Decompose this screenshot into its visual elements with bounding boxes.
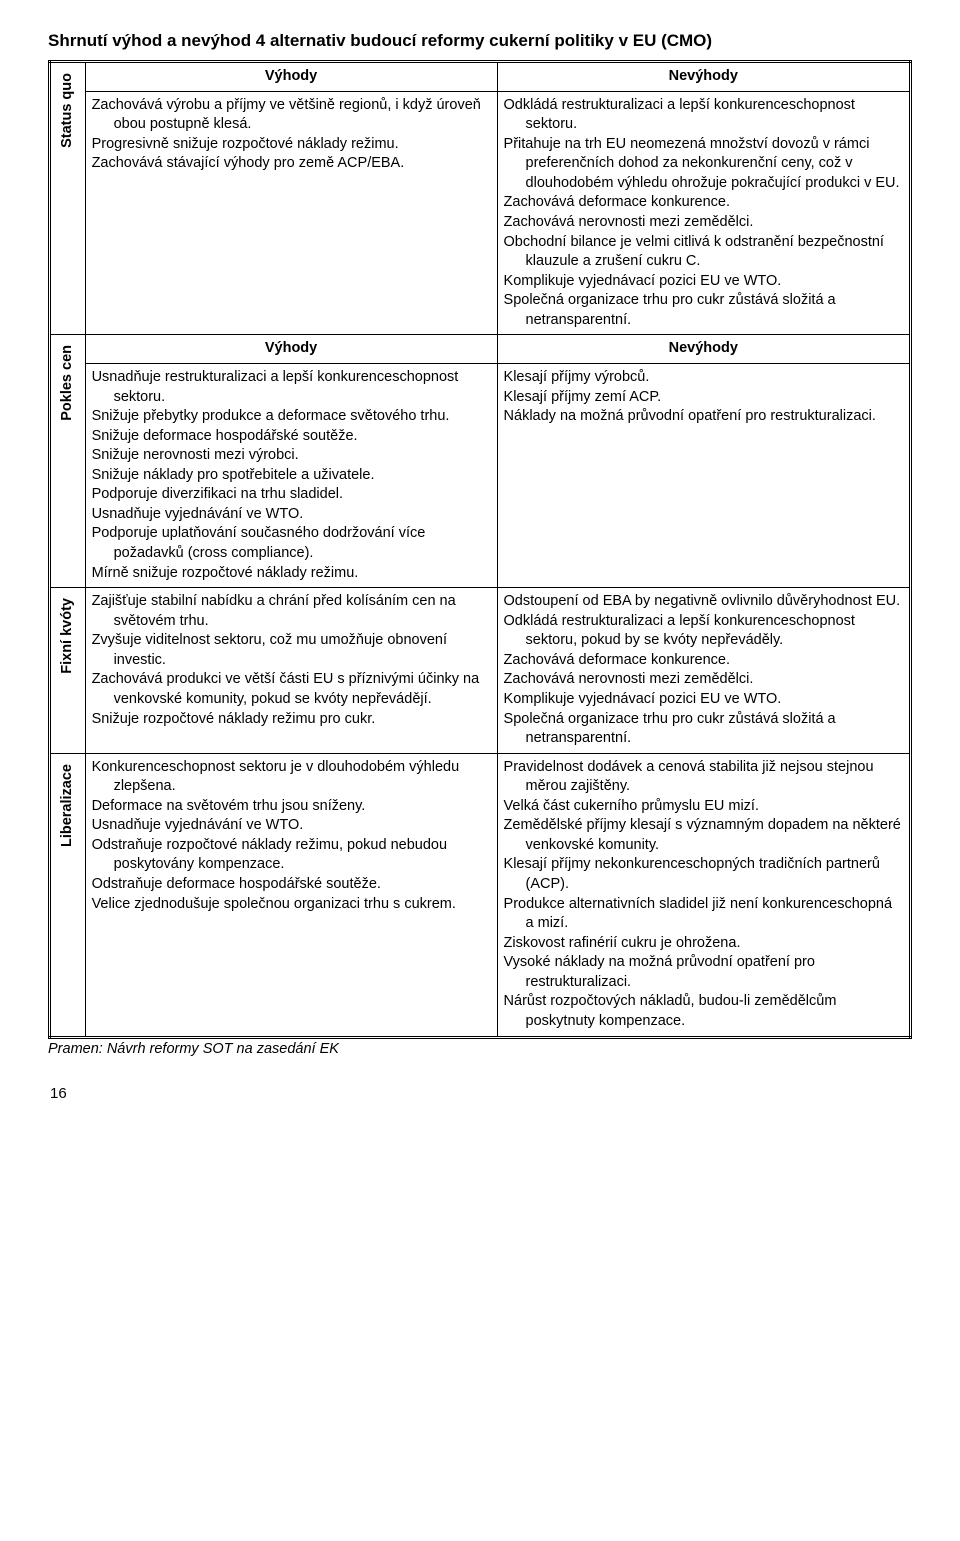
source-line: Pramen: Návrh reformy SOT na zasedání EK — [48, 1041, 912, 1057]
column-header-disadvantages: Nevýhody — [497, 62, 910, 92]
list-item: Obchodní bilance je velmi citlivá k odst… — [504, 233, 903, 272]
advantages-cell: Konkurenceschopnost sektoru je v dlouhod… — [85, 753, 497, 1037]
list-item: Ziskovost rafinérií cukru je ohrožena. — [504, 934, 903, 954]
list-item: Usnadňuje vyjednávání ve WTO. — [92, 816, 491, 836]
row-label: Pokles cen — [57, 339, 79, 427]
column-header-disadvantages: Nevýhody — [497, 335, 910, 364]
page-title: Shrnutí výhod a nevýhod 4 alternativ bud… — [48, 30, 912, 52]
list-item: Podporuje uplatňování současného dodržov… — [92, 524, 491, 563]
list-item: Odkládá restrukturalizaci a lepší konkur… — [504, 612, 903, 651]
list-item: Pravidelnost dodávek a cenová stabilita … — [504, 758, 903, 797]
disadvantages-cell: Klesají příjmy výrobců.Klesají příjmy ze… — [497, 363, 910, 587]
list-item: Náklady na možná průvodní opatření pro r… — [504, 407, 903, 427]
list-item: Zachovává stávající výhody pro země ACP/… — [92, 154, 491, 174]
list-item: Klesají příjmy zemí ACP. — [504, 388, 903, 408]
advantages-cell: Zajišťuje stabilní nabídku a chrání před… — [85, 588, 497, 754]
list-item: Zachovává nerovnosti mezi zemědělci. — [504, 670, 903, 690]
disadvantages-cell: Odstoupení od EBA by negativně ovlivnilo… — [497, 588, 910, 754]
summary-table: Status quoVýhodyNevýhodyZachovává výrobu… — [48, 60, 912, 1038]
list-item: Velice zjednodušuje společnou organizaci… — [92, 895, 491, 915]
list-item: Zachovává deformace konkurence. — [504, 193, 903, 213]
list-item: Mírně snižuje rozpočtové náklady režimu. — [92, 564, 491, 584]
list-item: Klesají příjmy výrobců. — [504, 368, 903, 388]
list-item: Odkládá restrukturalizaci a lepší konkur… — [504, 96, 903, 135]
column-header-advantages: Výhody — [85, 62, 497, 92]
row-label: Status quo — [57, 67, 79, 154]
list-item: Progresivně snižuje rozpočtové náklady r… — [92, 135, 491, 155]
list-item: Snižuje nerovnosti mezi výrobci. — [92, 446, 491, 466]
row-label-cell: Status quo — [50, 62, 86, 335]
list-item: Přitahuje na trh EU neomezená množství d… — [504, 135, 903, 194]
list-item: Odstraňuje deformace hospodářské soutěže… — [92, 875, 491, 895]
list-item: Zajišťuje stabilní nabídku a chrání před… — [92, 592, 491, 631]
list-item: Snižuje přebytky produkce a deformace sv… — [92, 407, 491, 427]
list-item: Snižuje deformace hospodářské soutěže. — [92, 427, 491, 447]
disadvantages-cell: Pravidelnost dodávek a cenová stabilita … — [497, 753, 910, 1037]
list-item: Komplikuje vyjednávací pozici EU ve WTO. — [504, 690, 903, 710]
column-header-advantages: Výhody — [85, 335, 497, 364]
list-item: Vysoké náklady na možná průvodní opatřen… — [504, 953, 903, 992]
list-item: Společná organizace trhu pro cukr zůstáv… — [504, 710, 903, 749]
list-item: Zachovává produkci ve větší části EU s p… — [92, 670, 491, 709]
list-item: Konkurenceschopnost sektoru je v dlouhod… — [92, 758, 491, 797]
list-item: Zemědělské příjmy klesají s významným do… — [504, 816, 903, 855]
list-item: Společná organizace trhu pro cukr zůstáv… — [504, 291, 903, 330]
list-item: Snižuje náklady pro spotřebitele a uživa… — [92, 466, 491, 486]
page-number: 16 — [50, 1085, 912, 1102]
list-item: Nárůst rozpočtových nákladů, budou-li ze… — [504, 992, 903, 1031]
advantages-cell: Usnadňuje restrukturalizaci a lepší konk… — [85, 363, 497, 587]
list-item: Zachovává nerovnosti mezi zemědělci. — [504, 213, 903, 233]
list-item: Zachovává deformace konkurence. — [504, 651, 903, 671]
row-label-cell: Fixní kvóty — [50, 588, 86, 754]
list-item: Usnadňuje vyjednávání ve WTO. — [92, 505, 491, 525]
list-item: Podporuje diverzifikaci na trhu sladidel… — [92, 485, 491, 505]
row-label-cell: Pokles cen — [50, 335, 86, 588]
list-item: Velká část cukerního průmyslu EU mizí. — [504, 797, 903, 817]
list-item: Zachovává výrobu a příjmy ve většině reg… — [92, 96, 491, 135]
list-item: Zvyšuje viditelnost sektoru, což mu umož… — [92, 631, 491, 670]
list-item: Deformace na světovém trhu jsou sníženy. — [92, 797, 491, 817]
row-label: Liberalizace — [57, 758, 79, 853]
list-item: Odstoupení od EBA by negativně ovlivnilo… — [504, 592, 903, 612]
list-item: Produkce alternativních sladidel již nen… — [504, 895, 903, 934]
list-item: Komplikuje vyjednávací pozici EU ve WTO. — [504, 272, 903, 292]
list-item: Usnadňuje restrukturalizaci a lepší konk… — [92, 368, 491, 407]
list-item: Odstraňuje rozpočtové náklady režimu, po… — [92, 836, 491, 875]
row-label-cell: Liberalizace — [50, 753, 86, 1037]
row-label: Fixní kvóty — [57, 592, 79, 680]
advantages-cell: Zachovává výrobu a příjmy ve většině reg… — [85, 91, 497, 335]
list-item: Klesají příjmy nekonkurenceschopných tra… — [504, 855, 903, 894]
list-item: Snižuje rozpočtové náklady režimu pro cu… — [92, 710, 491, 730]
disadvantages-cell: Odkládá restrukturalizaci a lepší konkur… — [497, 91, 910, 335]
